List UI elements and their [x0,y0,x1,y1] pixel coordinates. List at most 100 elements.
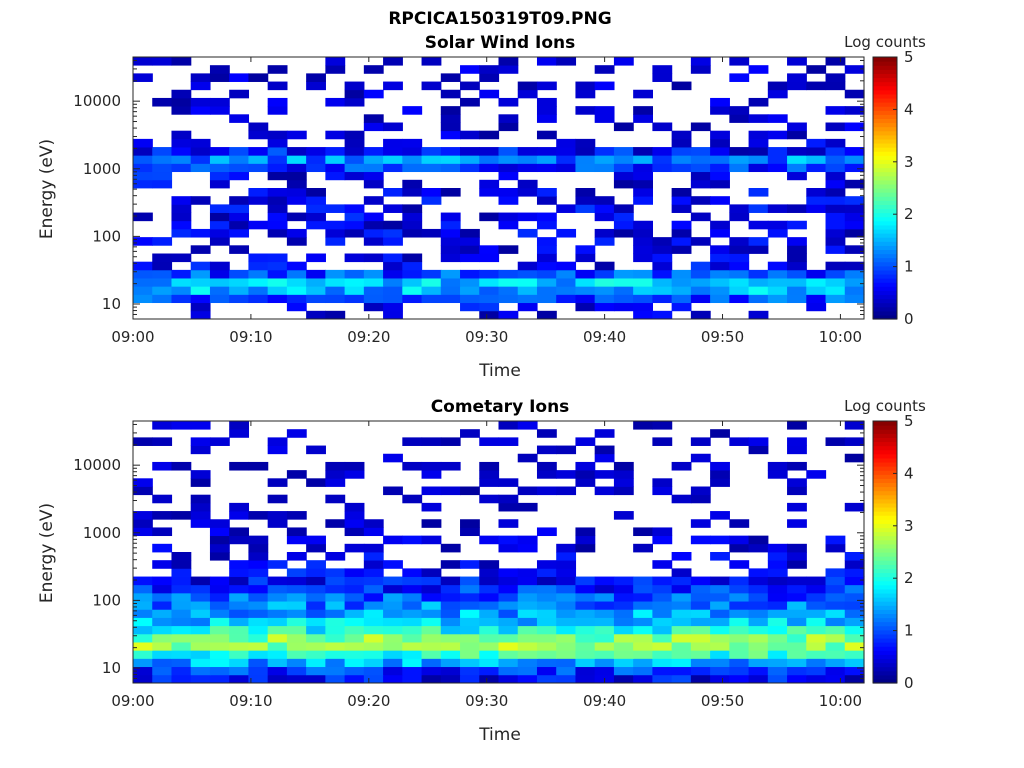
heatmap-cell [363,114,384,123]
heatmap-cell [325,592,346,602]
heatmap-cell [729,155,750,164]
heatmap-cell [363,196,384,205]
heatmap-cell [383,560,403,569]
heatmap-cell [613,478,634,487]
heatmap-cell [594,592,615,602]
heatmap-cell [787,609,807,618]
colorbar-swatch [873,674,897,680]
heatmap-cell [710,245,730,254]
heatmap-cell [171,584,192,594]
heatmap-cell [787,560,807,569]
heatmap-cell [787,278,807,287]
heatmap-cell [479,576,500,586]
colorbar-swatch [873,601,897,606]
colorbar-swatch [873,527,897,533]
heatmap-cell [229,73,250,82]
heatmap-cell [729,642,750,651]
heatmap-cell [575,204,596,213]
heatmap-cell [556,617,577,627]
heatmap-cell [267,261,288,271]
heatmap-cell [690,437,711,446]
heatmap-cell [402,617,423,627]
heatmap-cell [421,486,442,496]
heatmap-cell [767,666,788,676]
heatmap-cell [671,278,692,287]
colorbar-swatch [873,576,897,582]
heatmap-cell [190,494,211,504]
heatmap-cell [133,478,153,487]
heatmap-cell [556,269,577,279]
heatmap-cell [344,617,365,627]
heatmap-cell [421,650,442,659]
heatmap-cell [652,245,673,254]
heatmap-cell [440,269,461,279]
heatmap-cell [171,552,192,561]
heatmap-cell [344,650,365,659]
heatmap-cell [460,666,480,676]
heatmap-cell [594,576,615,586]
heatmap-cell [229,625,250,635]
heatmap-cell [517,81,538,91]
colorbar-swatch [873,253,897,259]
heatmap-cell [844,584,865,594]
heatmap-cell [171,147,192,156]
heatmap-cell [440,437,461,446]
heatmap-cell [306,294,326,304]
heatmap-cell [171,617,192,627]
heatmap-cell [594,155,615,164]
heatmap-cell [498,584,519,594]
heatmap-cell [171,106,192,115]
heatmap-cell [536,57,557,66]
heatmap-cell [613,212,634,222]
heatmap-cell [652,633,673,643]
heatmap-cell [575,163,596,173]
heatmap-cell [133,212,153,222]
heatmap-cell [825,674,846,684]
heatmap-cell [363,237,384,246]
heatmap-cell [729,658,750,668]
heatmap-cell [729,543,750,553]
heatmap-cell [710,253,730,263]
heatmap-cell [440,642,461,651]
heatmap-cell [671,147,692,156]
heatmap-cell [613,666,634,676]
heatmap-cell [498,633,519,643]
colorbar-swatch [873,278,897,283]
heatmap-cell [594,453,615,463]
heatmap-cell [844,650,865,659]
heatmap-cell [844,212,865,222]
heatmap-cell [190,261,211,271]
heatmap-cell [517,642,538,651]
heatmap-cell [748,269,769,279]
heatmap-cell [517,625,538,635]
heatmap-cell [344,592,365,602]
heatmap-cell [286,196,307,205]
heatmap-cell [825,57,846,66]
heatmap-cell [498,122,519,132]
heatmap-cell [536,609,557,618]
heatmap-cell [267,188,288,197]
heatmap-cell [209,601,230,610]
heatmap-cell [633,179,653,189]
heatmap-cell [556,163,577,173]
heatmap-cell [710,138,730,148]
heatmap-cell [383,237,403,246]
heatmap-cell [209,97,230,107]
heatmap-cell [286,228,307,238]
heatmap-cell [248,552,269,561]
heatmap-cell [498,642,519,651]
heatmap-cell [729,576,750,586]
heatmap-cell [479,592,500,602]
heatmap-cell [209,147,230,156]
heatmap-cell [690,674,711,684]
heatmap-cell [344,674,365,684]
heatmap-cell [575,535,596,545]
heatmap-cell [652,269,673,279]
heatmap-cell [594,609,615,618]
heatmap-cell [267,642,288,651]
heatmap-cell [209,592,230,602]
heatmap-cell [498,478,519,487]
heatmap-cell [248,253,269,263]
heatmap-cell [613,179,634,189]
heatmap-cell [171,642,192,651]
